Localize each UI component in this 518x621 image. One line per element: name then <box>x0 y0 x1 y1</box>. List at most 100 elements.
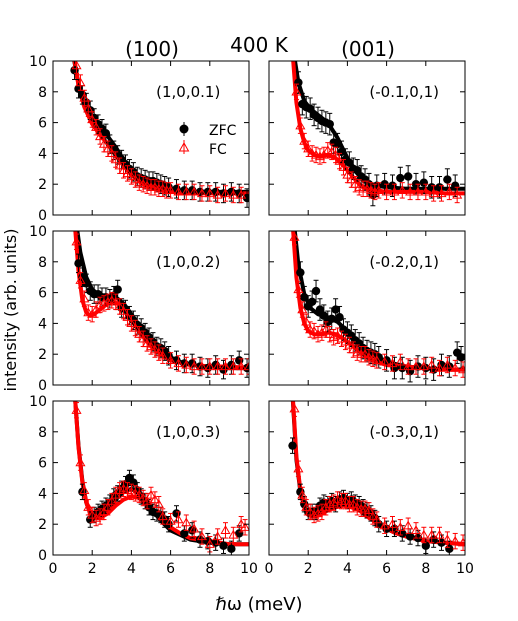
fc-point <box>367 511 378 521</box>
fc-point <box>412 186 424 196</box>
fc-point <box>91 304 102 314</box>
fc-point <box>196 188 208 198</box>
x-tick-label: 8 <box>205 561 214 577</box>
fc-point <box>354 182 365 191</box>
fc-point <box>397 185 408 195</box>
y-tick-label: 2 <box>38 177 47 193</box>
fc-point <box>301 316 312 326</box>
panel-bottom-left-plot-area <box>71 401 249 555</box>
zfc-point <box>307 297 317 307</box>
fc-point <box>91 512 102 522</box>
x-tick-label: 6 <box>166 561 175 577</box>
panel-middle-right-plot-area <box>289 231 465 383</box>
fc-point <box>305 506 316 516</box>
fc-point <box>75 77 86 87</box>
zfc-point <box>219 541 228 550</box>
fc-point <box>373 185 384 195</box>
fc-point <box>320 324 331 334</box>
fc-point <box>387 518 398 528</box>
fc-point <box>130 488 141 498</box>
fc-point <box>324 498 335 508</box>
panel-bottom-right-plot-area <box>288 401 465 555</box>
fc-point <box>389 186 400 196</box>
fc-point <box>352 502 363 511</box>
fc-point <box>220 361 231 371</box>
panel-middle-left-plot-area <box>71 231 249 380</box>
fc-point <box>450 535 461 545</box>
figure-title: 400 K <box>230 33 289 57</box>
zfc-point <box>335 313 344 322</box>
fc-point <box>295 120 306 130</box>
fc-point <box>71 61 82 70</box>
fc-point <box>122 312 133 321</box>
fc-point <box>309 325 320 335</box>
fc-point <box>118 483 129 493</box>
fc-point <box>228 189 239 199</box>
fc-point <box>297 304 308 314</box>
panel-label: (-0.2,0,1) <box>369 253 439 271</box>
fc-point <box>228 361 239 371</box>
fc-point <box>157 350 168 360</box>
fc-point <box>228 529 239 539</box>
fc-point <box>330 149 341 159</box>
x-tick-label: 0 <box>49 561 58 577</box>
fc-point <box>220 525 231 535</box>
zfc-point <box>101 129 111 138</box>
fc-point <box>363 505 375 514</box>
fc-point <box>305 324 316 334</box>
fc-point <box>314 151 326 161</box>
panel-top-right: (-0.1,0,1) <box>268 60 466 216</box>
zfc-point <box>300 293 309 302</box>
fc-point <box>236 189 247 199</box>
zfc-point <box>296 268 305 277</box>
x-tick-label: 6 <box>382 561 391 577</box>
fc-point <box>381 186 392 196</box>
fc-point <box>134 177 145 187</box>
fc-point <box>181 517 192 527</box>
zfc-point <box>311 286 321 296</box>
fc-point <box>138 333 149 343</box>
fc-point <box>340 336 351 346</box>
y-tick-label: 6 <box>38 456 47 472</box>
fc-point <box>118 165 129 174</box>
y-tick-label: 6 <box>38 116 47 132</box>
fc-point <box>114 485 125 494</box>
zfc-point <box>403 172 413 181</box>
fc-point <box>395 522 406 531</box>
panel-top-left: 0 2 4 6 8 10 (1,0,0.1) <box>29 54 250 224</box>
y-tick-label: 8 <box>38 85 47 101</box>
fc-point <box>434 362 445 372</box>
fc-point <box>293 284 304 294</box>
fc-point <box>87 308 98 318</box>
y-tick-label: 0 <box>38 208 47 224</box>
panel-middle-left-frame <box>52 230 250 386</box>
panels: 0 2 4 6 8 10 (1,0,0.1) (-0.1,0,1) 0 2 4 6 8 10 (1,0,0.… <box>29 54 474 577</box>
zfc-point <box>227 544 236 554</box>
fc-point <box>318 149 329 159</box>
fc-point <box>189 523 200 533</box>
panel-label: (1,0,0.1) <box>156 83 220 101</box>
fc-point <box>122 485 133 494</box>
fc-point <box>157 511 168 521</box>
zfc-point <box>288 441 297 450</box>
fc-point <box>142 180 153 190</box>
fc-point <box>102 143 113 153</box>
fc-point <box>83 307 94 317</box>
zfc-point <box>405 532 415 541</box>
fc-point <box>336 333 347 343</box>
fc-point <box>189 186 200 196</box>
fc-point <box>173 514 184 524</box>
y-tick-label: 0 <box>38 378 47 394</box>
fc-point <box>379 520 390 530</box>
y-axis-label: intensity (arb. units) <box>1 229 20 392</box>
fc-point <box>196 531 208 541</box>
fc-point <box>240 522 249 531</box>
panel-top-left-frame <box>52 60 250 216</box>
fc-point <box>118 305 129 315</box>
fc-point <box>312 508 324 518</box>
legend: ZFC FC <box>178 122 237 158</box>
fc-point <box>126 171 137 181</box>
fc-point <box>204 361 215 371</box>
fc-point <box>428 188 439 198</box>
fc-point <box>309 509 320 519</box>
